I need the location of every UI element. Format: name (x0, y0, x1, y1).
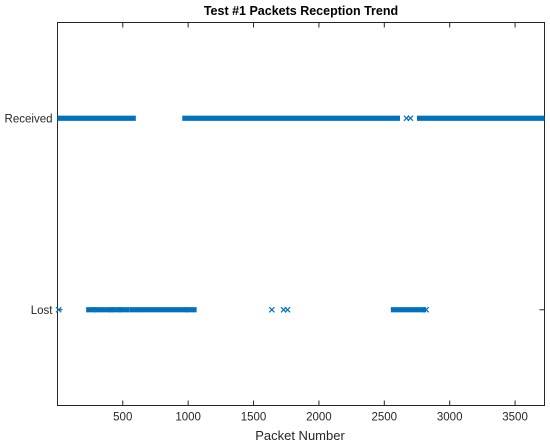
axis-ticks: 500 1000 1500 2000 2500 3000 3500 Lost Received (5, 22, 545, 424)
x-tick-label: 2000 (306, 412, 332, 424)
data-point-marker (423, 306, 430, 313)
received-points-run (182, 115, 400, 121)
lost-points-run (118, 307, 130, 313)
x-tick-label: 1500 (241, 412, 267, 424)
x-tick-label: 500 (113, 412, 132, 424)
data-point-marker (55, 306, 62, 313)
x-tick-label: 3000 (437, 412, 463, 424)
x-tick-label: 1000 (175, 412, 201, 424)
x-tick-label: 2500 (372, 412, 398, 424)
chart-title: Test #1 Packets Reception Trend (204, 4, 398, 18)
data-point-marker (108, 306, 115, 313)
lost-points-run (390, 307, 427, 313)
data-point-marker (284, 306, 291, 313)
received-points-run (57, 115, 136, 121)
data-point-marker (268, 306, 275, 313)
y-tick-label: Lost (31, 305, 54, 317)
lost-points-run (185, 307, 197, 313)
lost-points-run (129, 307, 189, 313)
received-points-run (417, 115, 545, 121)
data-points (55, 115, 545, 313)
plot-area (57, 22, 545, 406)
data-point-marker (407, 115, 414, 122)
lost-points-run (111, 307, 122, 313)
lost-points-run (86, 307, 97, 313)
y-tick-label: Received (5, 113, 53, 125)
x-axis-label: Packet Number (255, 428, 345, 443)
x-tick-label: 3500 (502, 412, 528, 424)
lost-points-run (94, 307, 113, 313)
